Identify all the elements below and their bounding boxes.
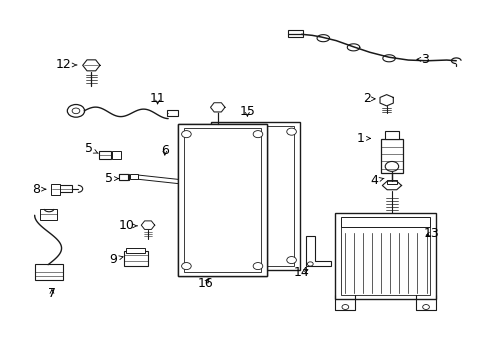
- Text: 3: 3: [417, 53, 429, 66]
- Text: 11: 11: [150, 93, 166, 105]
- Text: 5: 5: [85, 143, 98, 156]
- Text: 2: 2: [364, 93, 375, 105]
- Circle shape: [253, 262, 263, 270]
- Bar: [35, 264, 63, 280]
- Circle shape: [253, 131, 263, 138]
- Circle shape: [342, 305, 349, 310]
- Polygon shape: [382, 181, 401, 190]
- Circle shape: [253, 131, 263, 138]
- Polygon shape: [83, 60, 100, 71]
- Bar: [130, 174, 138, 179]
- Bar: [126, 248, 145, 253]
- Bar: [41, 209, 57, 220]
- Text: 15: 15: [240, 105, 255, 118]
- Bar: [195, 180, 204, 186]
- Text: 4: 4: [371, 174, 384, 187]
- Bar: [341, 217, 430, 227]
- Text: 14: 14: [294, 266, 310, 279]
- Bar: [98, 151, 111, 159]
- Bar: [51, 184, 60, 195]
- Text: 8: 8: [32, 183, 46, 196]
- Circle shape: [423, 305, 429, 310]
- Text: 9: 9: [109, 253, 123, 266]
- Bar: [381, 139, 402, 173]
- Bar: [184, 129, 261, 272]
- Bar: [288, 30, 303, 37]
- Bar: [341, 226, 430, 295]
- Bar: [52, 185, 72, 192]
- Circle shape: [287, 257, 296, 264]
- Polygon shape: [211, 103, 225, 112]
- Circle shape: [253, 262, 263, 270]
- Circle shape: [307, 262, 313, 266]
- Text: 6: 6: [161, 144, 169, 157]
- Bar: [178, 124, 267, 276]
- Circle shape: [67, 104, 85, 117]
- Circle shape: [182, 262, 191, 270]
- Bar: [387, 180, 397, 184]
- Bar: [119, 174, 128, 181]
- Text: 7: 7: [48, 287, 56, 300]
- Circle shape: [182, 131, 191, 138]
- Polygon shape: [141, 221, 155, 229]
- Bar: [123, 251, 147, 266]
- Circle shape: [182, 262, 191, 270]
- Text: 13: 13: [423, 227, 439, 240]
- Text: 16: 16: [198, 276, 214, 289]
- Circle shape: [215, 257, 225, 264]
- Bar: [335, 213, 436, 299]
- Circle shape: [287, 128, 296, 135]
- Bar: [217, 126, 294, 266]
- Text: 5: 5: [105, 172, 119, 185]
- Bar: [184, 129, 261, 272]
- Bar: [211, 122, 300, 270]
- Polygon shape: [306, 237, 331, 266]
- Bar: [178, 124, 267, 276]
- Circle shape: [215, 128, 225, 135]
- Circle shape: [385, 162, 399, 171]
- Polygon shape: [138, 175, 197, 186]
- Bar: [385, 131, 399, 139]
- Bar: [119, 174, 129, 180]
- Bar: [119, 174, 128, 180]
- Bar: [112, 151, 121, 159]
- Bar: [167, 110, 178, 116]
- Circle shape: [72, 108, 80, 114]
- Polygon shape: [211, 103, 225, 112]
- Text: 10: 10: [119, 219, 137, 232]
- Polygon shape: [380, 95, 393, 106]
- Text: 1: 1: [356, 132, 370, 145]
- Circle shape: [182, 131, 191, 138]
- Text: 12: 12: [55, 58, 77, 72]
